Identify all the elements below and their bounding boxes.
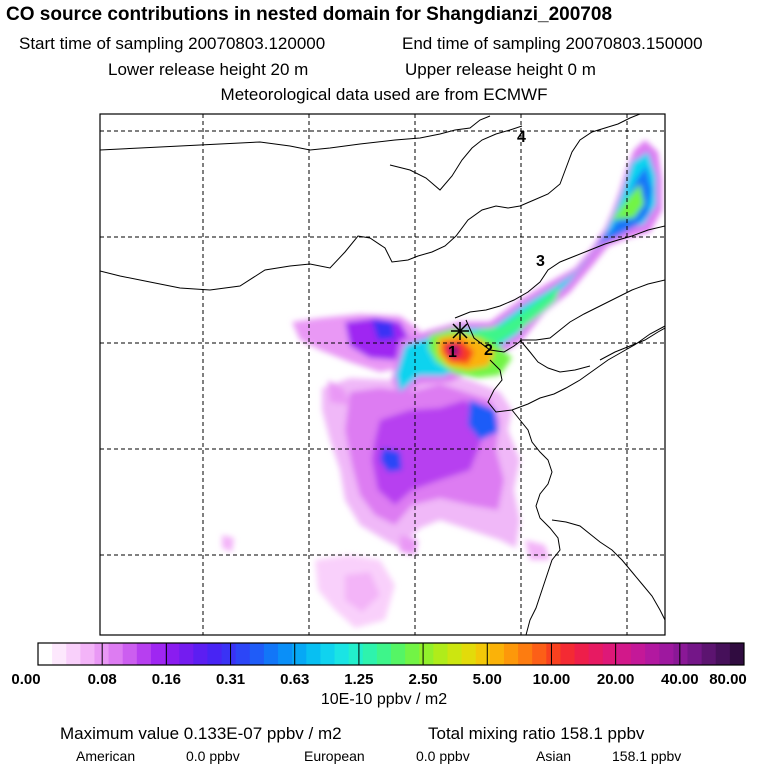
colorbar-cell xyxy=(518,643,533,665)
colorbar-tick-label: 0.31 xyxy=(216,671,245,688)
colorbar-cell xyxy=(292,643,307,665)
colorbar-cell xyxy=(362,643,378,665)
total-mixing-ratio-label: Total mixing ratio 158.1 ppbv xyxy=(428,724,645,743)
colorbar-cell xyxy=(419,643,434,665)
colorbar-cell xyxy=(546,643,561,665)
colorbar-cell xyxy=(122,643,138,665)
colorbar-cell xyxy=(348,643,364,665)
colorbar-cell xyxy=(235,643,251,665)
colorbar-cell xyxy=(52,643,67,665)
colorbar-cell xyxy=(80,643,95,665)
colorbar-cell xyxy=(165,643,180,665)
lower-release-height-label: Lower release height 20 m xyxy=(108,60,309,79)
colorbar-cell xyxy=(391,643,406,665)
colorbar-cell xyxy=(574,643,590,665)
colorbar-unit-label: 10E-10 ppbv / m2 xyxy=(320,691,448,708)
point-label-1: 1 xyxy=(448,344,457,361)
colorbar-cell xyxy=(207,643,223,665)
colorbar-tick-label: 0.16 xyxy=(152,671,181,688)
colorbar-cell xyxy=(729,643,745,665)
colorbar-tick-label: 0.63 xyxy=(280,671,309,688)
colorbar-cell xyxy=(108,643,124,665)
colorbar-cell xyxy=(532,643,547,665)
end-time-label: End time of sampling 20070803.150000 xyxy=(402,34,703,53)
colorbar-cell xyxy=(306,643,321,665)
american-value: 0.0 ppbv xyxy=(186,748,240,764)
colorbar-cell xyxy=(715,643,731,665)
plot-title: CO source contributions in nested domain… xyxy=(6,4,613,25)
meteorological-data-label: Meteorological data used are from ECMWF xyxy=(220,85,548,104)
colorbar-cell xyxy=(38,643,53,665)
colorbar-cell xyxy=(475,643,491,665)
upper-release-height-label: Upper release height 0 m xyxy=(405,60,596,79)
colorbar-cell xyxy=(659,643,674,665)
colorbar-cell xyxy=(376,643,392,665)
american-label: American xyxy=(76,748,136,764)
colorbar-cell xyxy=(433,643,448,665)
colorbar-tick-label: 0.00 xyxy=(11,671,40,688)
colorbar-cell xyxy=(136,643,152,665)
colorbar-cell xyxy=(645,643,660,665)
coastlines xyxy=(100,114,665,635)
colorbar-cell xyxy=(602,643,618,665)
colorbar-cell xyxy=(503,643,519,665)
colorbar-cell xyxy=(489,643,505,665)
colorbar-cell xyxy=(560,643,576,665)
colorbar-tick-labels: 0.00 0.08 0.16 0.31 0.63 1.25 2.50 5.00 10.00 20.… xyxy=(11,671,746,688)
colorbar-tick-label: 1.25 xyxy=(344,671,373,688)
lat-lon-grid xyxy=(100,114,665,635)
colorbar-cell xyxy=(447,643,463,665)
colorbar-dividers xyxy=(101,643,681,665)
colorbar-cell xyxy=(405,643,420,665)
start-time-label: Start time of sampling 20070803.120000 xyxy=(19,34,326,53)
colorbar-tick-label: 80.00 xyxy=(709,671,747,688)
colorbar-cell xyxy=(616,643,632,665)
colorbar-cell xyxy=(461,643,477,665)
colorbar-cell xyxy=(320,643,336,665)
colorbar-tick-label: 2.50 xyxy=(408,671,437,688)
maximum-value-label: Maximum value 0.133E-07 ppbv / m2 xyxy=(60,724,342,743)
point-label-3: 3 xyxy=(536,253,545,270)
colorbar-cell xyxy=(179,643,194,665)
colorbar-tick-label: 40.00 xyxy=(661,671,699,688)
colorbar-cell xyxy=(66,643,81,665)
map-frame xyxy=(99,113,666,636)
asian-label: Asian xyxy=(536,748,572,764)
colorbar-cell xyxy=(193,643,208,665)
point-label-2: 2 xyxy=(484,342,493,359)
colorbar-tick-label: 0.08 xyxy=(88,671,117,688)
european-value: 0.0 ppbv xyxy=(416,748,470,764)
colorbar-cell xyxy=(221,643,237,665)
colorbar-cell xyxy=(278,643,293,665)
colorbar-tick-label: 5.00 xyxy=(473,671,502,688)
colorbar-cell xyxy=(588,643,604,665)
colorbar-cell xyxy=(631,643,646,665)
colorbar-cell xyxy=(687,643,703,665)
asian-value: 158.1 ppbv xyxy=(612,748,682,764)
colorbar-cell xyxy=(263,643,279,665)
colorbar-cell xyxy=(334,643,350,665)
plus-cross-icon xyxy=(451,322,469,340)
colorbar-tick-label: 20.00 xyxy=(597,671,635,688)
point-label-4: 4 xyxy=(517,129,526,146)
colorbar-tick-label: 10.00 xyxy=(533,671,571,688)
colorbar-cell xyxy=(249,643,265,665)
colorbar-frame xyxy=(37,642,745,666)
colorbar-cells xyxy=(38,643,745,665)
colorbar-cell xyxy=(701,643,717,665)
european-label: European xyxy=(304,748,365,764)
colorbar-cell xyxy=(673,643,689,665)
colorbar-cell xyxy=(150,643,166,665)
